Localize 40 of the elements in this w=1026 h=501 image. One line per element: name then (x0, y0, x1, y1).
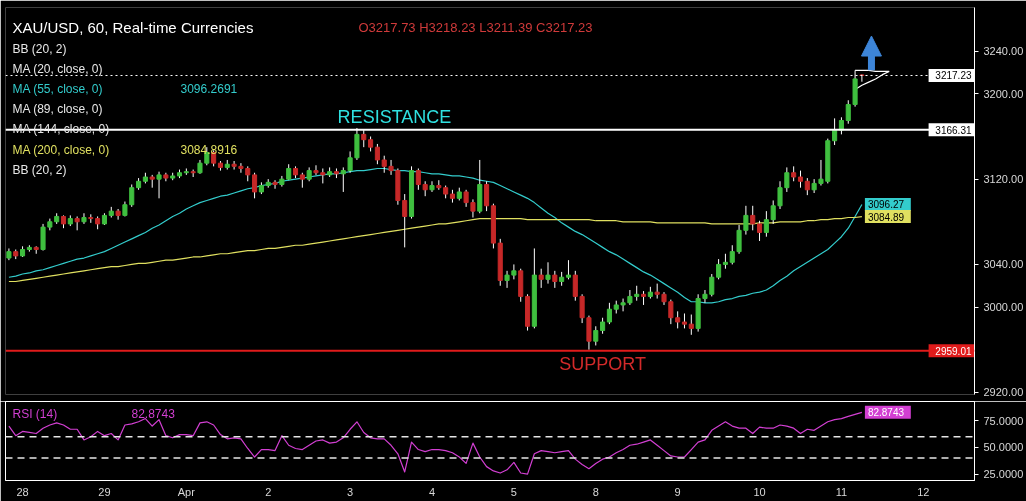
x-tick-label: 5 (510, 485, 517, 498)
x-tick-label: 29 (98, 485, 111, 498)
annotation: 3096.2691 (180, 82, 238, 97)
y-tick-label: 2920.00 (983, 386, 1024, 399)
annotation: 3217.23 (935, 70, 972, 82)
x-tick-label: 28 (16, 485, 29, 498)
y-tick-label: 50.0000 (983, 441, 1024, 454)
x-tick-label: 4 (428, 485, 436, 498)
text: MA (200, close, 0) (12, 142, 110, 157)
x-tick-label: 3 (347, 485, 354, 498)
x-tick-label: 2 (265, 485, 272, 498)
x-tick-label: 9 (674, 485, 681, 498)
text: MA (55, close, 0) (12, 81, 103, 96)
series-label: RSI (14) (12, 406, 58, 421)
annotation: RESISTANCE (337, 106, 452, 127)
y-tick-label: 75.0000 (983, 414, 1024, 427)
annotation: BB (20, 2) (12, 162, 67, 177)
annotation: 3166.31 (935, 124, 972, 136)
annotation: 2959.01 (935, 345, 972, 357)
annotation: MA (20, close, 0) (12, 61, 103, 76)
y-tick-label: 3000.00 (983, 301, 1024, 314)
data-label: 3084.89 (867, 211, 905, 223)
x-tick-label: 10 (753, 485, 766, 498)
x-tick-label: 12 (917, 485, 930, 498)
annotation: BB (20, 2) (12, 41, 67, 56)
data-label: 82.8743 (867, 407, 905, 419)
y-tick-label: 25.0000 (983, 468, 1024, 481)
y-tick-label: 3040.00 (983, 258, 1024, 271)
text: O3217.73 H3218.23 L3211.39 C3217.23 (358, 20, 593, 35)
x-tick-label: 8 (592, 485, 599, 498)
annotation: MA (89, close, 0) (12, 102, 103, 117)
y-tick-label: 3240.00 (983, 45, 1024, 58)
y-tick-label: 3200.00 (983, 87, 1024, 100)
data-label: 3096.27 (867, 199, 905, 211)
annotation: SUPPORT (559, 353, 646, 374)
x-tick-label: Apr (177, 485, 196, 498)
y-tick-label: 3120.00 (983, 173, 1024, 186)
x-tick-label: 11 (835, 485, 848, 498)
text: XAU/USD, 60, Real-time Currencies (12, 19, 254, 36)
annotation: 82.8743 (131, 407, 176, 421)
